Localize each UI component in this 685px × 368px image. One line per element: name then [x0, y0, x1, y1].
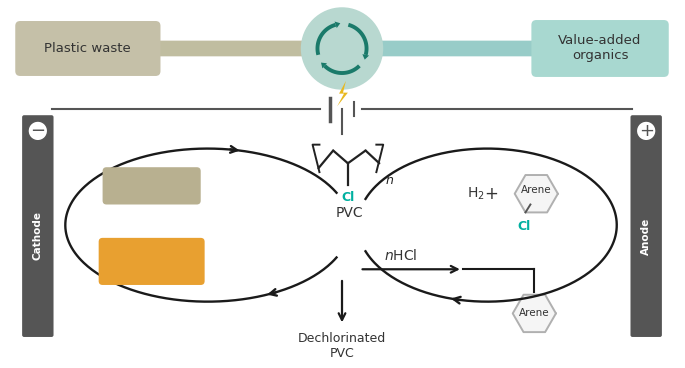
- Circle shape: [636, 121, 656, 141]
- Polygon shape: [334, 22, 340, 28]
- Text: Arene: Arene: [521, 185, 551, 195]
- Text: Anode: Anode: [641, 217, 651, 255]
- Polygon shape: [321, 63, 327, 68]
- FancyBboxPatch shape: [22, 115, 53, 337]
- Text: −: −: [30, 122, 45, 140]
- Text: $n$HCl: $n$HCl: [384, 248, 418, 263]
- Ellipse shape: [301, 7, 383, 90]
- Polygon shape: [514, 175, 558, 212]
- Text: Value-added
organics: Value-added organics: [558, 35, 642, 63]
- Polygon shape: [337, 81, 348, 106]
- Text: +: +: [638, 122, 653, 140]
- FancyBboxPatch shape: [155, 40, 306, 56]
- Text: PVC: PVC: [336, 206, 364, 220]
- FancyBboxPatch shape: [103, 167, 201, 205]
- Text: Cathode: Cathode: [33, 211, 43, 261]
- FancyBboxPatch shape: [15, 21, 160, 76]
- FancyBboxPatch shape: [378, 40, 536, 56]
- Text: Arene: Arene: [519, 308, 549, 318]
- Text: Dechlorinated
PVC: Dechlorinated PVC: [298, 332, 386, 360]
- FancyBboxPatch shape: [630, 115, 662, 337]
- Text: H$_2$: H$_2$: [466, 185, 484, 202]
- Circle shape: [28, 121, 48, 141]
- Text: Redox
mediator: Redox mediator: [118, 247, 186, 275]
- FancyBboxPatch shape: [532, 20, 669, 77]
- Polygon shape: [513, 295, 556, 332]
- Text: $n$: $n$: [385, 174, 395, 187]
- Text: +: +: [484, 185, 498, 203]
- Text: Cl: Cl: [341, 191, 355, 204]
- Text: Plasticizer: Plasticizer: [120, 179, 184, 192]
- Text: Plastic waste: Plastic waste: [45, 42, 132, 55]
- FancyBboxPatch shape: [99, 238, 205, 285]
- Polygon shape: [362, 54, 369, 60]
- Text: Cl: Cl: [517, 220, 530, 233]
